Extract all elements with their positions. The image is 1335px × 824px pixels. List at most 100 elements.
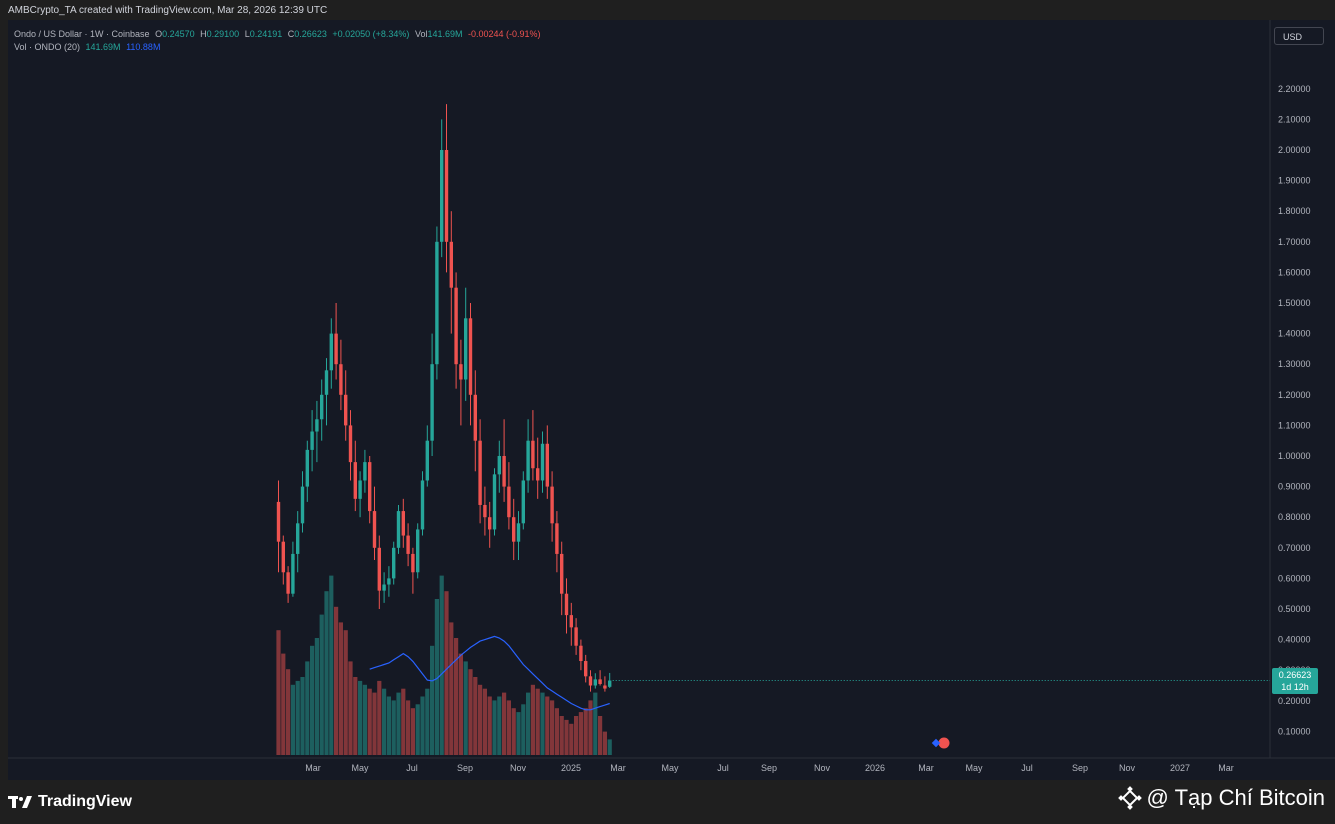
x-tick-label-14: Jul [1021,763,1033,773]
candle-body-69 [608,680,612,687]
candle-body-27 [406,535,410,554]
volume-ma-line [369,635,610,711]
candle-body-7 [310,431,314,450]
candle-body-68 [603,685,607,689]
x-tick-label-2: Jul [406,763,418,773]
last-price-value: 0.26623 [1278,670,1312,680]
volume-bar-3 [290,684,295,755]
candle-body-33 [435,241,439,365]
candle-body-44 [488,517,492,530]
y-tick-label-17: 1.80000 [1278,206,1311,216]
x-tick-label-10: Nov [814,763,831,773]
volume-bar-40 [468,669,473,755]
candle-body-8 [315,419,319,432]
candle-body-41 [473,394,477,441]
candle-body-38 [459,364,463,380]
candle-body-52 [526,440,530,481]
volume-bar-35 [444,591,449,755]
volume-bar-24 [391,700,396,755]
candle-body-4 [296,523,300,554]
volume-bar-5 [300,677,305,755]
watermark: @ Tạp Chí Bitcoin [1117,785,1325,811]
open-value: 0.24570 [162,29,195,39]
chart-area[interactable]: 0.100000.200000.300000.400000.500000.600… [8,20,1335,780]
y-tick-label-7: 0.80000 [1278,512,1311,522]
volume-bar-42 [478,684,483,755]
candle-body-3 [291,553,295,594]
price-chart[interactable]: 0.100000.200000.300000.400000.500000.600… [8,20,1335,780]
candle-body-29 [416,529,420,573]
candle-body-5 [300,486,305,524]
tradingview-logo[interactable]: TradingView [8,793,132,811]
candle-body-16 [353,462,357,499]
currency-button[interactable]: USD [1274,27,1324,45]
symbol-name[interactable]: Ondo / US Dollar · 1W · Coinbase [14,29,150,39]
volume-bar-28 [410,708,415,755]
change-value: +0.02050 (+8.34%) [332,29,410,39]
volume-bar-38 [458,653,463,755]
candle-body-11 [329,333,333,371]
volume-bar-11 [329,575,334,755]
volume-bar-66 [593,692,598,755]
vol-value: 141.69M [427,29,463,39]
candle-body-10 [324,370,329,395]
candle-body-55 [540,443,545,481]
y-tick-label-18: 1.90000 [1278,176,1311,186]
y-tick-label-8: 0.90000 [1278,482,1311,492]
candle-body-51 [521,480,525,524]
high-label: H [200,29,207,39]
x-tick-label-3: Sep [457,763,473,773]
candle-body-65 [588,676,593,686]
candle-body-64 [584,661,588,677]
volume-bar-46 [497,696,502,755]
volume-indicator-name[interactable]: Vol · ONDO (20) [14,42,81,52]
volume-bar-44 [487,696,492,755]
volume-bar-33 [434,599,439,755]
x-tick-label-16: Nov [1119,763,1136,773]
volume-bar-64 [583,708,588,755]
candle-body-12 [334,333,338,365]
x-tick-label-4: Nov [510,763,527,773]
tradingview-logo-icon [8,796,32,808]
volume-bar-58 [554,708,559,755]
volume-bar-31 [425,688,430,755]
volume-bar-9 [319,614,324,755]
candle-body-60 [564,593,569,616]
volume-bar-67 [598,716,603,755]
y-tick-label-5: 0.60000 [1278,573,1311,583]
x-tick-label-13: May [965,763,983,773]
volume-bar-15 [348,661,353,755]
volume-bar-62 [574,716,579,755]
candle-body-66 [593,679,597,686]
y-tick-label-15: 1.60000 [1278,267,1311,277]
volume-bar-36 [449,622,454,755]
high-value: 0.29100 [206,29,240,39]
bottom-bar [0,780,1335,824]
candle-body-58 [555,523,559,554]
volume-bar-63 [578,712,583,755]
volume-bar-54 [535,688,540,755]
volume-bar-65 [588,700,593,755]
tradingview-logo-text: TradingView [38,793,132,810]
volume-bar-4 [295,680,300,755]
y-tick-label-13: 1.40000 [1278,329,1311,339]
volume-bar-52 [526,692,531,755]
candle-body-13 [339,364,343,395]
volume-bar-30 [420,696,425,755]
volume-bar-23 [386,696,391,755]
volume-bar-22 [382,688,387,755]
watermark-text: @ Tạp Chí Bitcoin [1146,785,1325,810]
volume-bar-39 [463,661,468,755]
volume-bar-17 [358,680,363,755]
volume-bar-68 [602,731,607,755]
volume-bar-27 [406,700,411,755]
x-tick-label-18: Mar [1218,763,1234,773]
volume-bar-55 [540,692,545,755]
candle-body-56 [545,443,549,487]
symbol-legend: Ondo / US Dollar · 1W · Coinbase O0.2457… [14,29,541,39]
candle-body-50 [516,523,521,542]
volume-bar-0 [276,630,281,755]
volume-bar-50 [516,712,521,755]
close-label: C [287,29,295,39]
volume-bar-37 [454,638,459,755]
